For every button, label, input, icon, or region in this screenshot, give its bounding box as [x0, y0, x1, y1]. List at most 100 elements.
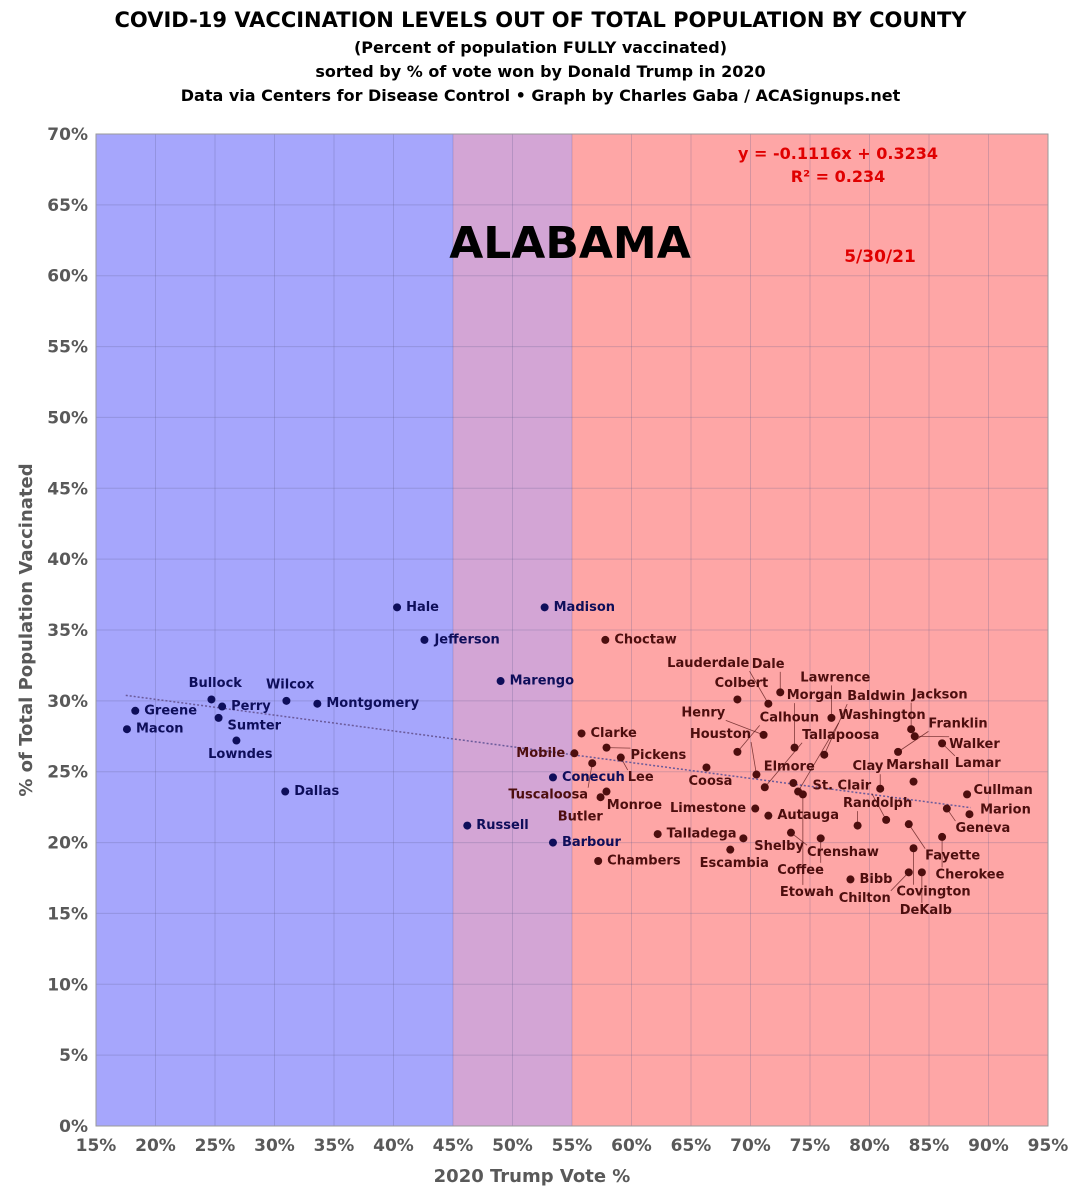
- point-marker: [726, 845, 735, 854]
- point-label: Sumter: [227, 718, 281, 733]
- point-marker: [917, 868, 926, 877]
- point-marker: [702, 763, 711, 772]
- point-marker: [907, 725, 916, 734]
- x-tick-label: 60%: [611, 1136, 652, 1156]
- x-axis-label: 2020 Trump Vote %: [434, 1166, 631, 1187]
- data-point: Tuscaloosa: [508, 759, 597, 803]
- y-tick-label: 65%: [47, 196, 88, 216]
- point-label: Elmore: [764, 760, 815, 775]
- point-marker: [816, 834, 825, 843]
- data-point: Lauderdale: [667, 656, 773, 708]
- x-tick-label: 80%: [849, 1136, 890, 1156]
- point-marker: [653, 830, 662, 839]
- data-point: Jackson: [907, 688, 968, 734]
- data-point: St. Clair: [813, 778, 891, 824]
- point-label: Conecuh: [562, 770, 625, 785]
- chart-subtitle-3: Data via Centers for Disease Control • G…: [180, 86, 901, 105]
- point-marker: [602, 787, 611, 796]
- point-marker: [790, 743, 799, 752]
- point-marker: [751, 804, 760, 813]
- point-label: Lee: [628, 770, 654, 785]
- y-tick-label: 30%: [47, 692, 88, 712]
- point-marker: [759, 730, 768, 739]
- point-label: Colbert: [715, 676, 769, 691]
- x-tick-label: 25%: [195, 1136, 236, 1156]
- point-marker: [588, 759, 597, 768]
- point-marker: [616, 753, 625, 762]
- point-label: Covington: [896, 885, 970, 900]
- data-point: Choctaw: [601, 632, 677, 647]
- point-marker: [942, 804, 951, 813]
- point-label: Lamar: [955, 756, 1001, 771]
- point-label: Fayette: [925, 849, 980, 864]
- point-marker: [827, 713, 836, 722]
- data-point: Barbour: [548, 835, 622, 850]
- point-marker: [594, 856, 603, 865]
- label-leader-line: [908, 823, 926, 849]
- point-label: Washington: [839, 708, 926, 723]
- y-tick-label: 20%: [47, 834, 88, 854]
- point-marker: [420, 635, 429, 644]
- data-point: Geneva: [942, 804, 1010, 836]
- point-marker: [122, 725, 131, 734]
- point-marker: [789, 779, 798, 788]
- point-label: Crenshaw: [807, 845, 879, 860]
- point-marker: [786, 828, 795, 837]
- point-label: Tuscaloosa: [508, 788, 588, 803]
- data-point: Baldwin: [820, 689, 905, 759]
- label-leader-line: [797, 722, 839, 792]
- point-marker: [540, 603, 549, 612]
- data-point: Butler: [558, 793, 605, 825]
- point-marker: [548, 838, 557, 847]
- region-band-2: [572, 134, 1048, 1126]
- point-label: Escambia: [700, 856, 769, 871]
- data-point: Lamar: [938, 739, 1001, 771]
- point-label: Russell: [476, 818, 528, 833]
- y-tick-label: 70%: [47, 125, 88, 145]
- data-point: Autauga: [764, 808, 839, 823]
- point-label: Clarke: [591, 726, 637, 741]
- point-marker: [764, 699, 773, 708]
- point-marker: [938, 832, 947, 841]
- point-marker: [496, 677, 505, 686]
- date-label: 5/30/21: [844, 247, 916, 267]
- label-leader-line: [725, 719, 764, 736]
- point-marker: [904, 868, 913, 877]
- point-label: Dale: [752, 657, 785, 672]
- data-point: Calhoun: [733, 710, 819, 756]
- point-marker: [596, 793, 605, 802]
- x-tick-label: 55%: [552, 1136, 593, 1156]
- point-marker: [577, 729, 586, 738]
- data-point: Talladega: [653, 827, 737, 842]
- point-label: Houston: [690, 727, 751, 742]
- y-tick-label: 35%: [47, 621, 88, 641]
- point-label: Marion: [980, 803, 1031, 818]
- chart-title: COVID-19 VACCINATION LEVELS OUT OF TOTAL…: [114, 8, 967, 32]
- data-point: Bibb: [846, 872, 892, 887]
- point-label: Talladega: [667, 827, 737, 842]
- data-point: Crenshaw: [786, 828, 879, 860]
- data-point: Lawrence: [800, 670, 871, 722]
- point-label: St. Clair: [813, 778, 872, 793]
- data-point: Clay: [853, 759, 885, 793]
- x-tick-label: 65%: [671, 1136, 712, 1156]
- data-point: Marengo: [496, 674, 574, 689]
- data-point: Tallapoosa: [760, 728, 879, 792]
- point-label: Henry: [681, 705, 725, 720]
- data-point: Marion: [965, 803, 1031, 819]
- point-label: Macon: [136, 722, 184, 737]
- data-point: Russell: [463, 818, 529, 833]
- point-marker: [909, 844, 918, 853]
- y-tick-label: 50%: [47, 408, 88, 428]
- trendline-equation: y = -0.1116x + 0.3234: [738, 144, 938, 163]
- data-point: Marshall: [886, 758, 949, 786]
- point-marker: [207, 695, 216, 704]
- data-point: Fayette: [904, 820, 980, 864]
- data-point: Morgan: [787, 688, 842, 752]
- region-band-0: [96, 134, 453, 1126]
- point-label: Montgomery: [326, 696, 419, 711]
- point-marker: [463, 821, 472, 830]
- point-marker: [776, 688, 785, 697]
